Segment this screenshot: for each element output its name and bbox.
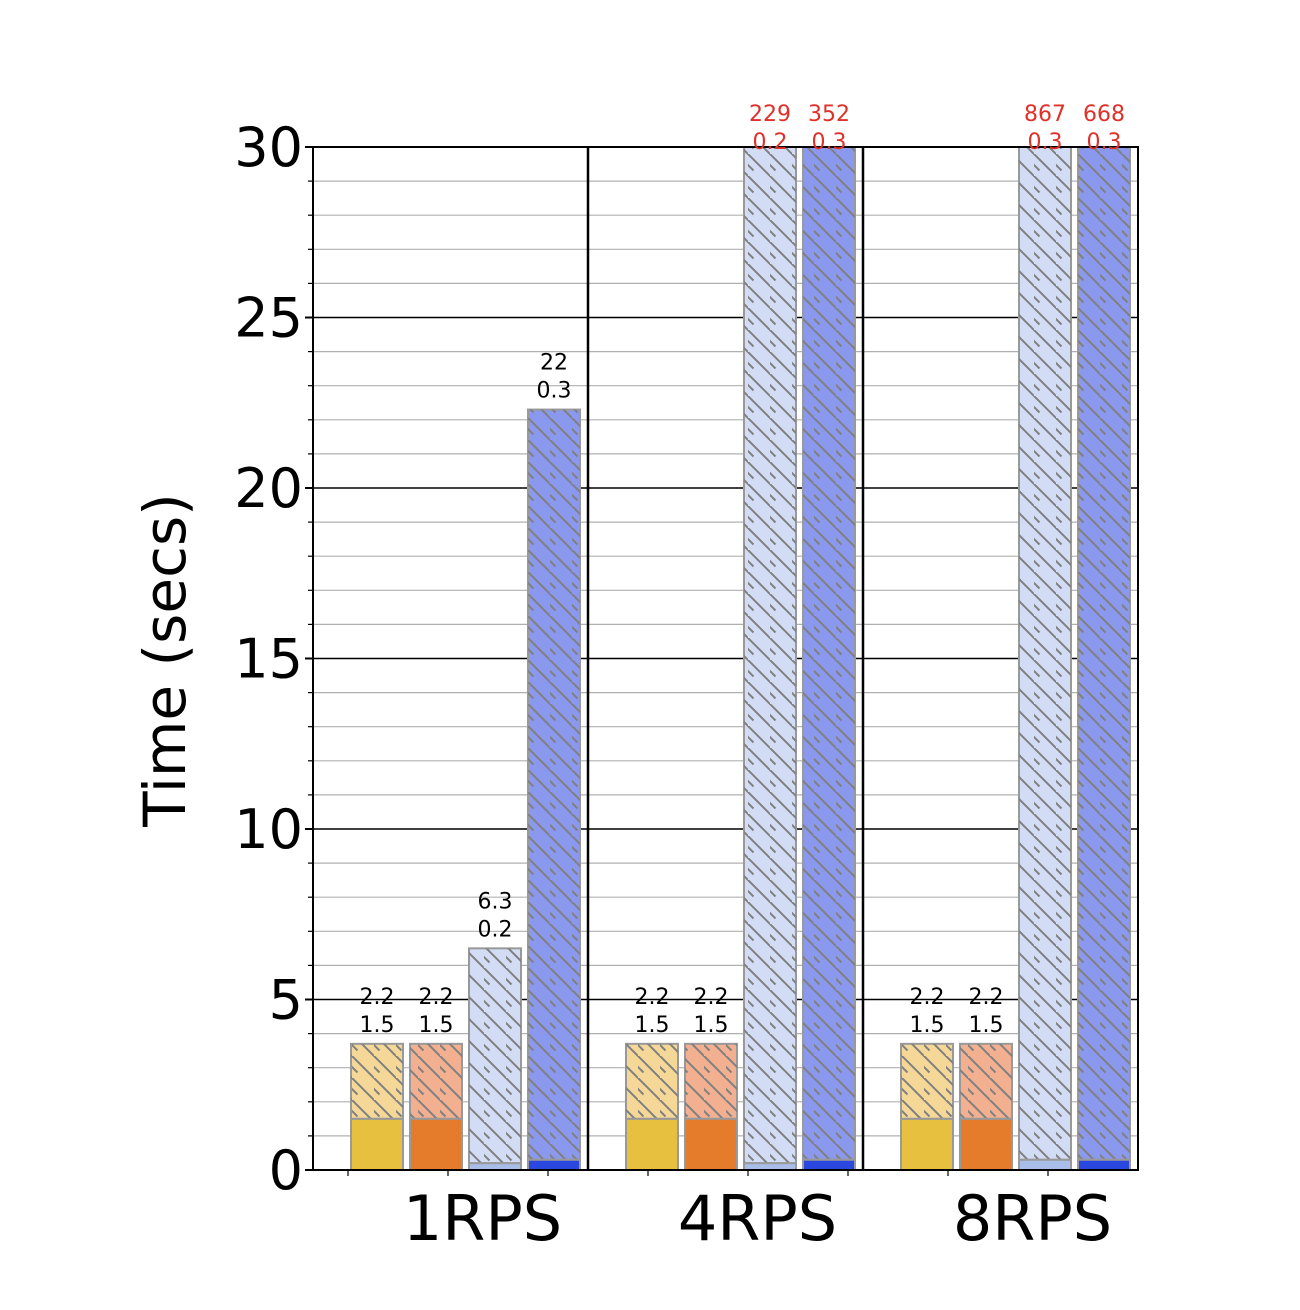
group-dividers — [586, 147, 865, 1170]
data-label-top: 668 — [1083, 102, 1125, 127]
bar-solid-segment — [802, 1158, 856, 1172]
bar-hatch-pattern — [685, 1043, 737, 1119]
data-label-top: 352 — [808, 102, 850, 127]
data-label-top: 229 — [749, 102, 791, 127]
bar-hatch-pattern — [901, 1043, 953, 1119]
y-tick-label: 25 — [234, 287, 303, 350]
data-label-top: 2.2 — [635, 985, 670, 1010]
data-labels: 2.2 1.5 2.2 1.5 6.3 0.2 22 0.3 2.2 1.5 2.2 1.5 229 0.… — [360, 102, 1126, 1038]
data-label-top: 2.2 — [419, 985, 454, 1010]
bar-hatch-pattern — [351, 1043, 403, 1119]
data-label-bottom: 1.5 — [969, 1013, 1004, 1038]
bar-hatch-pattern — [410, 1043, 462, 1119]
bar-hatch-pattern — [528, 409, 580, 1160]
data-label-top: 867 — [1024, 102, 1066, 127]
bar-solid-segment — [409, 1117, 463, 1171]
data-label-bottom: 0.2 — [478, 917, 513, 942]
y-axis-ticks: 0 5 10 15 20 25 30 — [234, 116, 313, 1202]
data-label-bottom: 1.5 — [635, 1013, 670, 1038]
data-label-bottom: 0.3 — [1028, 130, 1063, 155]
y-tick-label: 20 — [234, 457, 303, 520]
bar-hatch-pattern — [803, 147, 855, 1160]
data-label-bottom: 1.5 — [419, 1013, 454, 1038]
data-label-top: 22 — [540, 351, 568, 376]
bar-hatch-pattern — [626, 1043, 678, 1119]
y-tick-label: 0 — [269, 1139, 303, 1202]
bar-solid-segment — [527, 1158, 581, 1172]
bar-hatch-pattern — [1019, 147, 1071, 1160]
bar-solid-segment — [1018, 1158, 1072, 1172]
bar-solid-segment — [350, 1117, 404, 1171]
category-label: 1RPS — [403, 1182, 562, 1255]
data-label-bottom: 1.5 — [694, 1013, 729, 1038]
bar-solid-segment — [1077, 1158, 1131, 1172]
y-tick-label: 15 — [234, 628, 303, 691]
data-label-top: 2.2 — [910, 985, 945, 1010]
data-label-bottom: 1.5 — [910, 1013, 945, 1038]
data-label-bottom: 0.3 — [537, 379, 572, 404]
bar-solid-segment — [468, 1162, 522, 1172]
bar-solid-segment — [625, 1117, 679, 1171]
data-label-bottom: 0.3 — [1087, 130, 1122, 155]
category-label: 8RPS — [953, 1182, 1112, 1255]
bars-layer — [350, 146, 1131, 1172]
y-tick-label: 10 — [234, 798, 303, 861]
data-label-top: 2.2 — [694, 985, 729, 1010]
data-label-bottom: 0.3 — [812, 130, 847, 155]
x-axis-categories: 1RPS 4RPS 8RPS — [347, 1170, 1112, 1255]
bar-solid-segment — [684, 1117, 738, 1171]
bar-hatch-pattern — [469, 948, 521, 1164]
y-tick-label: 30 — [234, 116, 303, 179]
bar-hatch-pattern — [960, 1043, 1012, 1119]
y-tick-label: 5 — [269, 969, 303, 1032]
data-label-bottom: 0.2 — [753, 130, 788, 155]
data-label-top: 2.2 — [360, 985, 395, 1010]
bar-hatch-pattern — [1078, 147, 1130, 1160]
y-axis-label: Time (secs) — [131, 493, 199, 828]
grid-lines — [313, 180, 1138, 1137]
category-label: 4RPS — [678, 1182, 837, 1255]
bar-solid-segment — [743, 1162, 797, 1172]
data-label-top: 2.2 — [969, 985, 1004, 1010]
bar-solid-segment — [900, 1117, 954, 1171]
data-label-top: 6.3 — [478, 889, 513, 914]
bar-solid-segment — [959, 1117, 1013, 1171]
data-label-bottom: 1.5 — [360, 1013, 395, 1038]
bar-hatch-pattern — [744, 147, 796, 1164]
